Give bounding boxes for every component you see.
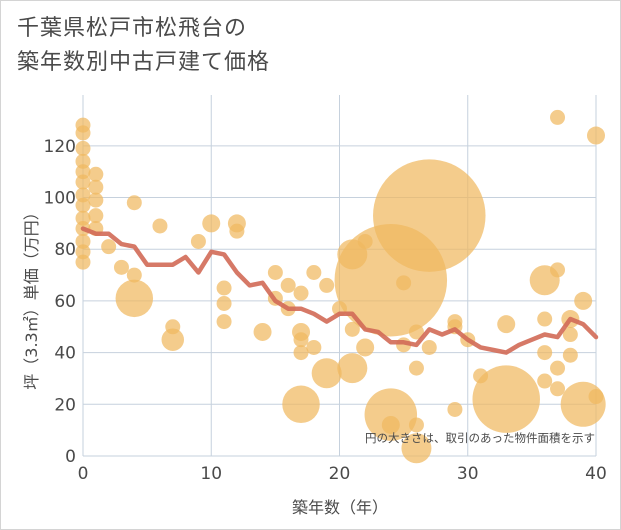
chart-title-line-1: 千葉県松戸市松飛台の [17, 16, 248, 41]
bubble-point [306, 339, 322, 355]
bubble-point [253, 322, 272, 341]
bubble-point [75, 254, 91, 270]
bubble-point [282, 385, 320, 424]
bubble-point [280, 277, 296, 293]
bubble-point [560, 381, 606, 427]
bubble-point [537, 311, 553, 327]
bubble-point [75, 174, 91, 190]
bubble-point [126, 267, 142, 283]
bubble-point [401, 433, 432, 464]
bubble-point [293, 345, 309, 361]
bubble-point [421, 339, 437, 355]
bubble-point [115, 279, 154, 318]
bubble-point [497, 315, 516, 334]
axis-tick-labels: 0 20 40 60 80 100 120 0 10 20 30 40 [44, 137, 607, 484]
bubble-point [319, 277, 335, 293]
x-tick-label: 20 [329, 464, 351, 484]
bubble-point [537, 373, 553, 389]
bubble-point [550, 109, 566, 125]
y-tick-label: 20 [54, 395, 76, 415]
y-axis-label: 坪（3.3㎡）単価（万円） [22, 204, 41, 389]
bubble-point [550, 262, 566, 278]
bubble-point [75, 197, 91, 213]
bubble-point [587, 126, 605, 145]
bubble-point [161, 328, 185, 351]
bubble-point [75, 164, 91, 180]
bubble-point [381, 415, 400, 434]
bubble-point [408, 417, 424, 433]
bubbles [75, 109, 606, 464]
bubble-point [75, 210, 91, 226]
bubble-point [216, 296, 232, 312]
bubble-point [373, 159, 486, 272]
x-tick-label: 10 [200, 464, 222, 484]
bubble-point [344, 321, 360, 337]
y-tick-label: 100 [44, 189, 76, 209]
bubble-point [75, 244, 91, 260]
bubble-point [190, 233, 206, 249]
x-tick-label: 40 [585, 464, 607, 484]
bubble-point [337, 353, 368, 384]
trend-series-line [80, 226, 599, 355]
bubble-point [75, 233, 91, 249]
bubble-point [408, 360, 424, 376]
bubble-point [216, 280, 232, 296]
bubble-point [562, 347, 578, 363]
y-tick-label: 0 [65, 447, 76, 467]
trend-line [80, 226, 599, 355]
bubble-point [88, 192, 104, 208]
y-tick-label: 60 [54, 292, 76, 312]
bubble-point [113, 259, 129, 275]
bubble-point [588, 389, 604, 405]
y-tick-label: 80 [54, 240, 76, 260]
bubble-point [364, 388, 418, 441]
size-note: 円の大きさは、取引のあった物件面積を示す [365, 431, 595, 445]
bubble-point [152, 218, 168, 234]
bubble-point [75, 153, 91, 169]
bubble-point [88, 208, 104, 224]
bubble-point [550, 360, 566, 376]
bubble-point [216, 314, 232, 330]
x-tick-label: 0 [78, 464, 89, 484]
bubble-point [472, 365, 540, 433]
bubble-point [75, 125, 91, 141]
bubble-point [293, 332, 309, 348]
x-tick-label: 30 [457, 464, 479, 484]
y-tick-label: 40 [54, 344, 76, 364]
bubble-point [306, 264, 322, 280]
bubble-point [293, 285, 309, 301]
bubble-point [396, 275, 412, 291]
bubble-point [550, 381, 566, 397]
bubble-point [229, 223, 245, 239]
x-axis-label: 築年数（年） [292, 498, 388, 517]
bubble-point [562, 327, 578, 343]
chart-title: 千葉県松戸市松飛台の 築年数別中古戸建て価格 [17, 12, 270, 80]
chart-title-line-2: 築年数別中古戸建て価格 [17, 50, 271, 75]
bubble-point [126, 195, 142, 211]
bubble-point [202, 214, 221, 233]
bubble-point [537, 345, 553, 361]
bubble-point [408, 324, 424, 340]
bubble-point [574, 291, 593, 310]
bubble-point [311, 358, 342, 389]
bubble-point [101, 239, 117, 255]
bubble-point [88, 166, 104, 182]
bubble-point [75, 187, 91, 203]
bubble-point [356, 338, 375, 357]
bubble-point [75, 140, 91, 156]
y-tick-label: 120 [44, 137, 76, 157]
bubble-point [447, 401, 463, 417]
bubble-point [88, 179, 104, 195]
bubble-point [267, 264, 283, 280]
